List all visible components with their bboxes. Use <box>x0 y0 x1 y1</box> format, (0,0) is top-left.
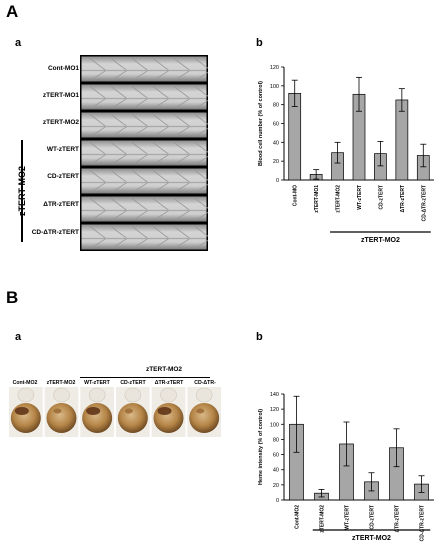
x-tick-label: WT-zTERT <box>357 185 363 210</box>
y-tick-label: 100 <box>270 422 279 428</box>
x-tick-label: CD-ΔTR-zTERT <box>420 505 426 541</box>
group-label: zTERT-MO2 <box>352 535 391 542</box>
heme-stain <box>157 407 172 415</box>
embryo-label: zTERT-MO2 <box>46 380 76 386</box>
somite-boundary <box>194 198 208 220</box>
heme-stain <box>86 407 101 415</box>
y-tick-label: 120 <box>270 65 279 71</box>
y-tick-label: 60 <box>273 122 279 128</box>
heme-stain <box>124 408 133 414</box>
microscopy-strip <box>81 196 207 222</box>
y-tick-label: 80 <box>273 103 279 109</box>
panel-b-letter: B <box>6 288 19 307</box>
group-label: zTERT-MO2 <box>361 237 400 244</box>
bar <box>395 99 409 181</box>
group-label-ba: zTERT-MO2 <box>145 366 183 373</box>
x-tick-label: ΔTR-zTERT <box>400 185 406 212</box>
x-tick-label: CD-zTERT <box>370 505 376 529</box>
y-tick-label: 0 <box>276 498 279 504</box>
strip-label: WT-zTERT <box>46 146 79 153</box>
microscopy-strip <box>81 84 207 110</box>
somite-boundary <box>194 170 208 192</box>
panel-a-letter: A <box>6 2 19 21</box>
embryo-head <box>17 387 35 403</box>
embryo-label: ΔTR-zTERT <box>154 380 184 386</box>
x-tick-label: zTERT-MO1 <box>314 185 320 213</box>
x-tick-label: Cont-MO <box>293 185 299 206</box>
embryo-yolk <box>117 403 148 433</box>
embryo-photos <box>8 386 222 438</box>
y-axis-label: Blood cell number (% of control) <box>258 81 264 166</box>
microscopy-strip <box>81 56 207 82</box>
somite-boundary <box>194 114 208 136</box>
strip-label: zTERT-MO1 <box>42 92 79 99</box>
group-label-a: zTERT-MO2 <box>17 166 27 217</box>
panel-ba-letter: a <box>15 331 22 343</box>
heme-stain <box>53 408 62 414</box>
x-tick-label: WT-zTERT <box>345 505 351 530</box>
x-tick-label: CD-zTERT <box>378 185 384 209</box>
y-tick-label: 140 <box>270 392 279 398</box>
panel-ab-letter: b <box>256 37 263 49</box>
strip-label: CD-zTERT <box>47 173 79 180</box>
chart-blood-cell: 0 20 40 60 80 100 120 Blood cell number (% of c… <box>258 65 434 244</box>
embryo-head <box>53 387 70 403</box>
microscopy-strips <box>80 55 208 251</box>
microscopy-strip <box>81 112 207 138</box>
chart-heme: 0 20 40 60 80 100 120 140 Heme intensity (% of c… <box>258 392 434 542</box>
panel-aa-letter: a <box>15 37 22 49</box>
strip-label: Cont-MO1 <box>47 65 79 72</box>
somite-boundary <box>194 226 208 248</box>
somite-boundary <box>194 58 208 80</box>
embryo-label: CD-zTERT <box>120 380 146 386</box>
y-tick-label: 120 <box>270 407 279 413</box>
group-bracket-a <box>21 140 23 242</box>
panel-bb-letter: b <box>256 331 263 343</box>
group-line-ba <box>80 377 210 378</box>
y-tick-label: 40 <box>273 140 279 146</box>
microscopy-strip <box>81 224 207 250</box>
y-tick-label: 20 <box>273 483 279 489</box>
embryo-head <box>88 387 106 403</box>
strip-label: ΔTR-zTERT <box>43 201 79 208</box>
x-tick-label: zTERT-MO2 <box>320 505 326 533</box>
strip-label: zTERT-MO2 <box>42 119 79 126</box>
y-tick-label: 0 <box>276 178 279 184</box>
y-tick-label: 60 <box>273 453 279 459</box>
y-tick-label: 20 <box>273 159 279 165</box>
embryo-yolk <box>82 403 113 433</box>
embryo-label: WT-zTERT <box>84 380 110 386</box>
embryo-yolk <box>10 403 41 433</box>
x-tick-label: CD-ΔTR-zTERT <box>421 185 427 221</box>
heme-stain <box>196 408 205 414</box>
x-tick-label: zTERT-MO2 <box>336 185 342 213</box>
y-tick-label: 100 <box>270 84 279 90</box>
y-axis-label: Heme intensity (% of control) <box>258 409 264 485</box>
embryo-head <box>124 387 142 403</box>
y-tick-label: 40 <box>273 468 279 474</box>
x-tick-label: Cont-MO2 <box>295 505 301 529</box>
heme-stain <box>14 407 29 415</box>
embryo-yolk <box>153 403 184 433</box>
somite-boundary <box>194 86 208 108</box>
embryo-head <box>195 387 213 403</box>
somite-boundary <box>194 142 208 164</box>
microscopy-strip <box>81 140 207 166</box>
y-tick-label: 80 <box>273 437 279 443</box>
embryo-yolk <box>46 403 77 433</box>
strip-label: CD-ΔTR-zTERT <box>31 229 79 236</box>
x-tick-label: ΔTR-zTERT <box>395 505 401 532</box>
embryo-head <box>160 387 177 403</box>
embryo-yolk <box>189 403 220 433</box>
microscopy-strip <box>81 168 207 194</box>
embryo-label: Cont-MO2 <box>12 380 38 386</box>
